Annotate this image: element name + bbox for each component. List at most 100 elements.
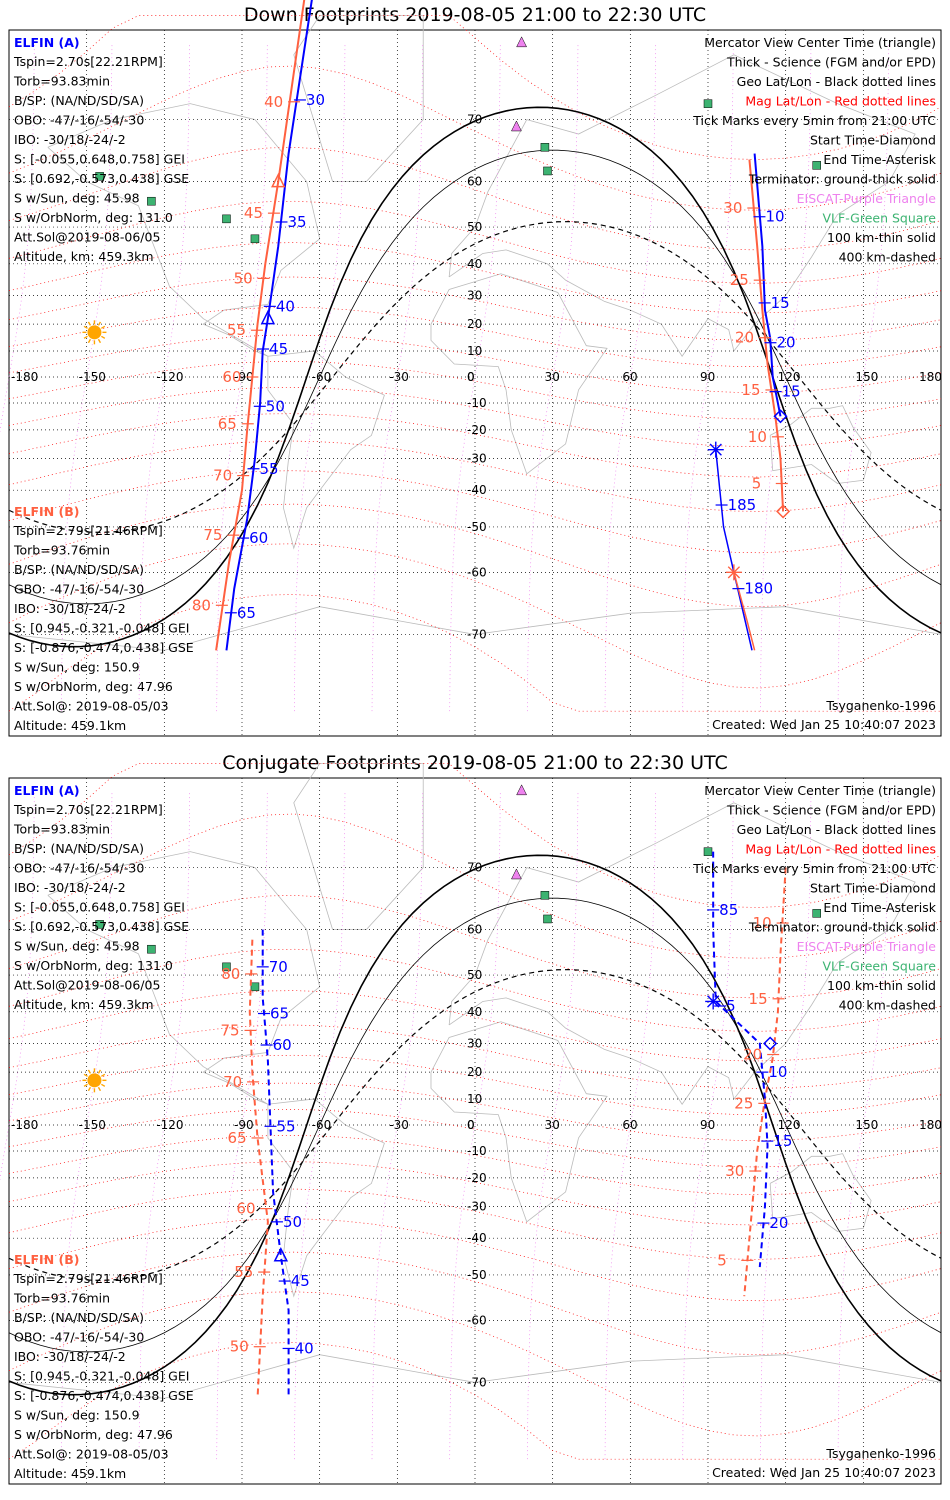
elfin-b-tick-label: 70: [213, 467, 232, 485]
vlf-square-icon: [703, 99, 713, 108]
mag-parallel: [8, 503, 942, 608]
elfin-b-info-line: GBO: -47/-16/-54/-30: [14, 582, 144, 597]
elfin-a-track: [712, 851, 769, 1268]
legend-item: Tick Marks every 5min from 21:00 UTC: [692, 861, 936, 876]
elfin-a-info-line: Tspin=2.70s[22.21RPM]: [13, 54, 163, 69]
elfin-a-tick-label: 40: [295, 1339, 314, 1357]
elfin-b-info-line: B/SP: (NA/ND/SD/SA): [14, 562, 144, 577]
elfin-a-info-line: IBO: -30/18/-24/-2: [14, 132, 126, 147]
elfin-b-tick-label: 20: [735, 329, 754, 347]
vlf-square-icon: [147, 944, 156, 954]
end-asterisk-icon: [707, 995, 720, 1008]
elfin-b-tick-label: 65: [228, 1129, 247, 1147]
legend-item: Thick - Science (FGM and/or EPD): [726, 803, 936, 818]
elfin-b-tick-label: 75: [203, 526, 222, 544]
mag-grid: [8, 763, 942, 1460]
end-asterisk-icon: [709, 443, 722, 456]
elfin-a-info-line: S: [-0.055,0.648,0.758] GEI: [14, 152, 185, 167]
mag-parallel: [8, 543, 942, 689]
sun-icon: [82, 1068, 107, 1093]
legend-item: 100 km-thin solid: [827, 978, 936, 993]
elfin-b-tick-label: 45: [244, 204, 263, 222]
vlf-square-icon: [250, 982, 260, 992]
geo-grid: [8, 778, 942, 1484]
elfin-a-track: [261, 929, 290, 1399]
elfin-b-tick-label: 50: [230, 1338, 249, 1356]
elfin-b-info-line: S w/Sun, deg: 150.9: [14, 1408, 140, 1423]
lat-tick-label: -10: [467, 396, 487, 410]
lat-tick-label: -20: [467, 423, 487, 437]
elfin-b-info-line: Torb=93.76min: [13, 1291, 110, 1306]
eiscat-triangle-icon: [511, 868, 522, 880]
geo-grid: [8, 30, 942, 736]
legend-item: VLF-Green Square: [822, 211, 936, 226]
elfin-b-info-line: Altitude: 459.1km: [14, 1466, 126, 1481]
mag-parallel: [8, 306, 942, 367]
vlf-square-icon: [543, 166, 552, 176]
elfin-a-tick-label: 20: [776, 334, 795, 352]
elfin-b-info-line: B/SP: (NA/ND/SD/SA): [14, 1310, 144, 1325]
elfin-b-tick-label: 5: [752, 475, 762, 493]
elfin-b-header: ELFIN (B): [14, 504, 79, 519]
sun-ray: [101, 1073, 106, 1077]
lat-tick-label: 10: [467, 344, 482, 358]
elfin-b-info-line: Att.Sol@: 2019-08-05/03: [14, 1447, 169, 1462]
lon-tick-label: -180: [11, 370, 38, 384]
mag-parallel: [8, 1291, 942, 1437]
lon-tick-label: 30: [545, 370, 560, 384]
lat-tick-label: 70: [467, 861, 482, 875]
lat-tick-label: 30: [467, 1037, 482, 1051]
lat-tick-label: 60: [467, 175, 482, 189]
vlf-square-icon: [543, 914, 552, 924]
elfin-a-tick-label: 10: [765, 208, 784, 226]
lon-tick-label: 60: [622, 370, 637, 384]
elfin-b-track: [248, 939, 269, 1399]
elfin-a-tick-label: 60: [273, 1036, 292, 1054]
elfin-b-info-line: S w/Sun, deg: 150.9: [14, 660, 140, 675]
lon-tick-label: 120: [778, 1118, 801, 1132]
lat-tick-label: 0: [467, 1118, 475, 1132]
mag-parallel: [8, 470, 942, 554]
elfin-a-tick-label: 30: [306, 91, 325, 109]
elfin-a-tick-label: 35: [287, 213, 306, 231]
footprint-map: -180 -150 -120 -90 -60 -30 0 30 60 90 120 150 180 70 6…: [0, 0, 942, 737]
lat-tick-label: 40: [467, 257, 482, 271]
legend-item: Geo Lat/Lon - Black dotted lines: [737, 822, 936, 837]
lon-tick-label: 120: [778, 370, 801, 384]
lon-tick-label: 30: [545, 1118, 560, 1132]
map-legend: Mercator View Center Time (triangle) Thic…: [692, 783, 937, 1013]
terminator-ground: [8, 854, 942, 1396]
lat-tick-label: -60: [467, 1313, 487, 1327]
elfin-b-info-line: S: [-0.876,-0.474,0.438] GSE: [14, 640, 194, 655]
vlf-square-icon: [703, 847, 713, 856]
elfin-a-info-line: S w/Sun, deg: 45.98: [14, 939, 140, 954]
legend-item: Mag Lat/Lon - Red dotted lines: [745, 842, 936, 857]
vlf-square-icon: [222, 962, 231, 972]
vlf-square-icon: [95, 172, 104, 181]
elfin-b-tick-label: 60: [236, 1200, 255, 1218]
sun-ray: [83, 335, 88, 339]
elfin-b-tick-label: 70: [223, 1073, 242, 1091]
elfin-b-tick-label: 5: [717, 1251, 727, 1269]
elfin-a-info-line: S w/OrbNorm, deg: 131.0: [14, 958, 173, 973]
elfin-a-tick-label: 65: [237, 604, 256, 622]
lat-tick-label: 30: [467, 289, 482, 303]
elfin-b-tick-label: 55: [234, 1263, 253, 1281]
elfin-a-info-line: Att.Sol@2019-08-06/05: [14, 230, 160, 245]
elfin-b-info-line: S: [0.945,-0.321,-0.048] GEI: [14, 1369, 189, 1384]
elfin-a-info-line: OBO: -47/-16/-54/-30: [14, 113, 144, 128]
lon-tick-label: -120: [156, 370, 183, 384]
sun-ray: [87, 1086, 92, 1092]
elfin-a-header: ELFIN (A): [14, 35, 80, 50]
elfin-a-tick-label: 20: [769, 1214, 788, 1232]
elfin-a-track: [225, 0, 313, 651]
terminator-400km: [8, 969, 942, 1281]
elfin-b-info-line: IBO: -30/18/-24/-2: [14, 1349, 126, 1364]
vlf-square-icon: [95, 920, 104, 929]
coastline: [267, 1098, 385, 1298]
sun-ray: [83, 1073, 88, 1077]
elfin-b-tick-label: 25: [734, 1094, 753, 1112]
mag-parallel: [8, 1135, 942, 1196]
lon-tick-label: 150: [855, 370, 878, 384]
elfin-a-tick-label: 15: [773, 1132, 792, 1150]
